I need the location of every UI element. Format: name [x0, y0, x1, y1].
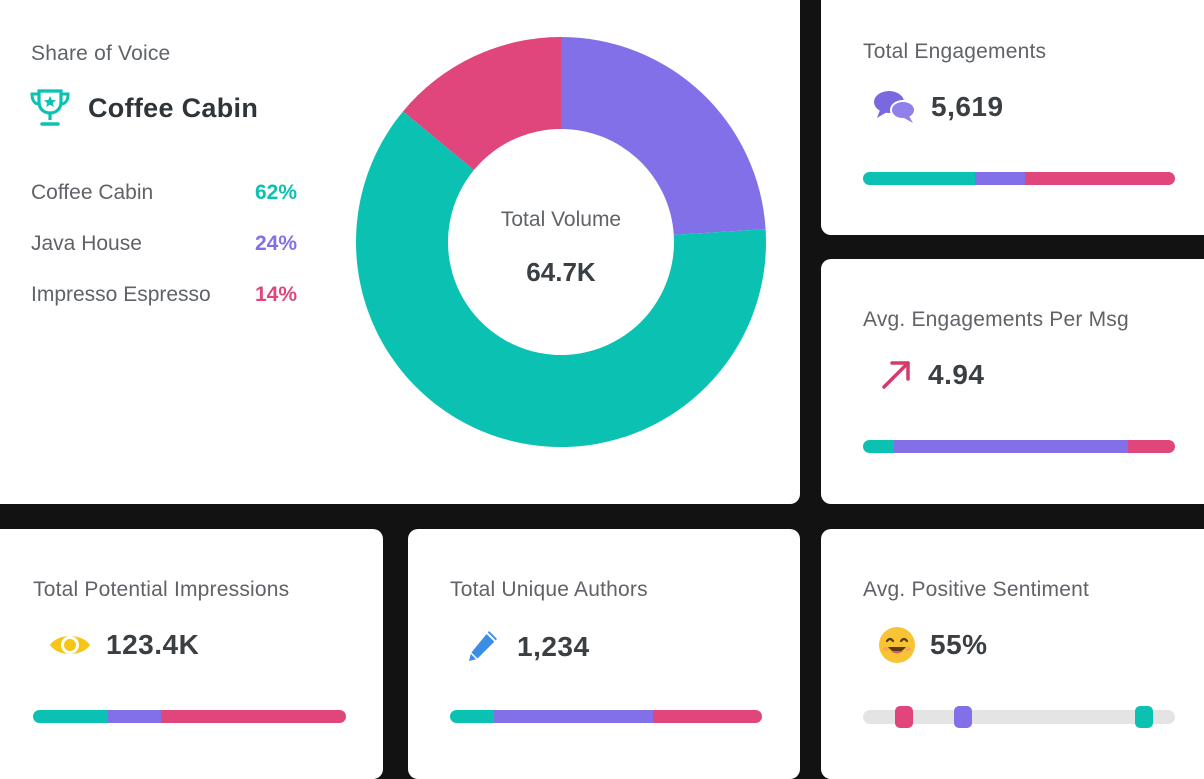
bar-segment-java-house [894, 440, 1129, 453]
sentiment-track [863, 706, 1175, 728]
bar-segment-impresso-espresso [161, 710, 346, 723]
sentiment-marker-java-house [953, 706, 972, 728]
total-engagements-title: Total Engagements [863, 40, 1047, 63]
bar-segment-coffee-cabin [33, 710, 109, 723]
total-engagements-metric: 5,619 [873, 88, 1004, 126]
bar-segment-java-house [108, 710, 162, 723]
bar-segment-impresso-espresso [1128, 440, 1175, 453]
unique-authors-bar [450, 710, 762, 723]
donut-slice-impresso-espresso [403, 37, 561, 170]
unique-authors-metric: 1,234 [463, 627, 590, 667]
impressions-metric: 123.4K [48, 627, 199, 663]
total-engagements-card [821, 0, 1204, 235]
impressions-card [0, 529, 383, 779]
bar-segment-java-house [975, 172, 1026, 185]
trophy-icon [30, 89, 70, 126]
impressions-value: 123.4K [106, 629, 200, 660]
sentiment-marker-impresso-espresso [894, 706, 913, 728]
donut-slice-coffee-cabin [356, 111, 766, 448]
avg-engagements-bar [863, 440, 1175, 453]
bar-segment-coffee-cabin [863, 172, 976, 185]
brand-name: Coffee Cabin [88, 92, 259, 123]
chat-bubbles-icon [874, 91, 916, 123]
impressions-bar [33, 710, 346, 723]
positive-sentiment-metric: 55% [878, 626, 988, 664]
legend-percent: 24% [254, 232, 297, 255]
legend-percent: 62% [254, 181, 297, 204]
legend-name: Java House [31, 232, 142, 255]
smiling-face-icon [879, 627, 915, 663]
brand-row: Coffee Cabin [28, 88, 258, 128]
donut-center-title: Total Volume [501, 208, 621, 231]
pencil-icon [469, 631, 497, 661]
legend-item-coffee-cabin: Coffee Cabin 62% [31, 181, 297, 205]
unique-authors-title: Total Unique Authors [450, 578, 648, 601]
positive-sentiment-title: Avg. Positive Sentiment [863, 578, 1089, 601]
donut-center-value: 64.7K [526, 257, 596, 287]
trend-up-arrow-icon [882, 361, 910, 389]
bar-segment-impresso-espresso [1025, 172, 1175, 185]
total-engagements-value: 5,619 [931, 91, 1004, 122]
share-of-voice-title: Share of Voice [31, 42, 171, 65]
legend-name: Impresso Espresso [31, 283, 211, 306]
bar-segment-coffee-cabin [450, 710, 494, 723]
legend-item-impresso-espresso: Impresso Espresso 14% [31, 283, 297, 307]
unique-authors-value: 1,234 [517, 631, 590, 662]
avg-engagements-value: 4.94 [928, 359, 985, 390]
sentiment-marker-coffee-cabin [1134, 706, 1153, 728]
legend-item-java-house: Java House 24% [31, 232, 297, 256]
legend-name: Coffee Cabin [31, 181, 154, 204]
bar-segment-coffee-cabin [863, 440, 895, 453]
positive-sentiment-value: 55% [930, 629, 988, 660]
eye-icon [50, 636, 90, 654]
donut-slice-java-house [561, 37, 766, 235]
avg-engagements-title: Avg. Engagements Per Msg [863, 308, 1129, 331]
avg-engagements-card [821, 259, 1204, 504]
avg-engagements-metric: 4.94 [878, 357, 985, 393]
bar-segment-impresso-espresso [652, 710, 762, 723]
total-engagements-bar [863, 172, 1175, 185]
impressions-title: Total Potential Impressions [33, 578, 290, 601]
legend-percent: 14% [254, 283, 297, 306]
share-of-voice-donut-chart: Total Volume 64.7K [356, 37, 766, 448]
bar-segment-java-house [493, 710, 653, 723]
